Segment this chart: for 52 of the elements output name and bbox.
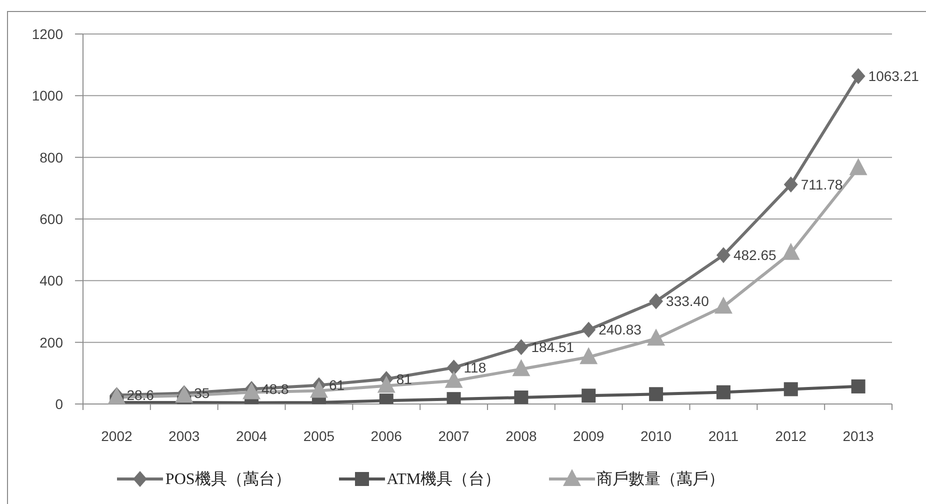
- point: [377, 376, 396, 393]
- y-tick-label: 1200: [32, 26, 64, 42]
- point: [649, 387, 664, 402]
- x-tick-label: 2007: [438, 428, 470, 444]
- point: [716, 247, 730, 264]
- x-tick-label: 2008: [506, 428, 537, 444]
- point: [851, 68, 866, 84]
- legend-label: 商戶數量（萬戶）: [596, 470, 725, 490]
- x-tick-label: 2011: [708, 428, 739, 444]
- x-tick-label: 2005: [303, 428, 335, 444]
- point: [647, 328, 666, 346]
- point: [446, 360, 461, 376]
- y-tick-label: 600: [40, 210, 64, 227]
- x-tick-label: 2006: [370, 428, 402, 444]
- point: [849, 158, 868, 176]
- x-tick-label: 2003: [168, 428, 200, 444]
- point: [514, 390, 528, 404]
- point: [649, 293, 664, 310]
- data-label: 184.51: [531, 339, 574, 356]
- point: [782, 242, 800, 260]
- point: [242, 382, 261, 400]
- legend-label: POS機具（萬台）: [165, 470, 291, 490]
- data-label: 711.78: [800, 176, 843, 193]
- point: [582, 322, 596, 338]
- y-tick-label: 800: [40, 149, 64, 166]
- point: [580, 347, 598, 364]
- point: [582, 388, 596, 403]
- point: [444, 370, 463, 388]
- data-label: 118: [464, 360, 486, 376]
- y-tick-label: 1000: [32, 88, 64, 104]
- legend-label: ATM機具（台）: [386, 470, 501, 490]
- point: [514, 339, 528, 356]
- point: [310, 380, 328, 398]
- x-tick-label: 2002: [101, 428, 132, 444]
- data-label: 1063.21: [868, 68, 920, 84]
- x-tick-label: 2009: [573, 428, 604, 444]
- point: [784, 176, 798, 193]
- point: [716, 385, 730, 400]
- x-tick-label: 2013: [842, 428, 874, 444]
- data-label: 482.65: [733, 247, 776, 264]
- x-tick-label: 2004: [236, 428, 268, 444]
- data-label: 333.40: [666, 293, 710, 310]
- y-tick-label: 200: [40, 334, 64, 350]
- point: [851, 379, 866, 394]
- point: [784, 382, 798, 396]
- data-label: 240.83: [598, 322, 642, 338]
- x-tick-label: 2012: [775, 428, 807, 444]
- x-tick-label: 2010: [640, 428, 672, 444]
- y-tick-label: 400: [40, 272, 64, 289]
- point: [714, 296, 732, 314]
- y-tick-label: 0: [55, 396, 64, 412]
- point: [512, 359, 530, 376]
